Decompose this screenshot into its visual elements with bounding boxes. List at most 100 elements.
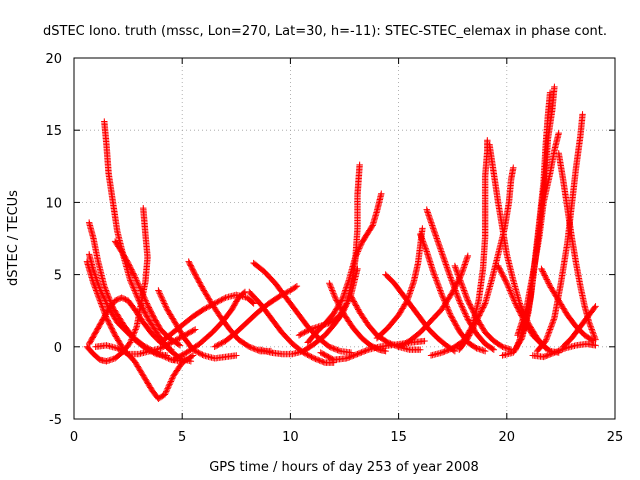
y-tick-label: 0	[54, 341, 62, 356]
plus-marker	[391, 341, 398, 349]
plus-marker	[402, 339, 409, 347]
plus-marker	[158, 352, 165, 359]
plus-marker	[138, 288, 145, 296]
plus-marker	[511, 297, 518, 304]
data-series	[347, 293, 424, 353]
plus-marker	[452, 264, 459, 271]
plus-marker	[136, 284, 143, 291]
plus-marker	[437, 287, 444, 294]
plus-marker	[128, 281, 136, 288]
plus-marker	[466, 330, 474, 338]
plus-marker	[461, 290, 469, 297]
plus-marker	[556, 347, 564, 354]
plus-marker	[449, 315, 456, 323]
plus-marker	[450, 318, 458, 325]
plus-marker	[473, 317, 480, 325]
plus-marker	[586, 320, 593, 327]
plus-marker	[133, 278, 141, 286]
plus-marker	[552, 348, 559, 356]
plus-marker	[134, 280, 142, 287]
plus-marker	[444, 265, 451, 273]
plus-marker	[101, 284, 109, 291]
plus-marker	[348, 352, 356, 360]
plus-marker	[548, 321, 555, 329]
plus-marker	[449, 288, 456, 296]
plus-marker	[351, 351, 358, 359]
plus-marker	[132, 274, 139, 281]
plus-marker	[517, 333, 525, 340]
plus-marker	[457, 277, 464, 284]
plus-marker	[403, 298, 410, 306]
data-series	[512, 89, 554, 353]
plus-marker	[421, 242, 428, 249]
plus-marker	[477, 308, 485, 315]
plus-marker	[505, 284, 512, 291]
plus-marker	[301, 329, 308, 336]
plus-marker	[445, 268, 452, 275]
plus-marker	[204, 303, 212, 311]
plus-marker	[498, 269, 505, 276]
plus-marker	[516, 336, 523, 343]
plus-marker	[471, 320, 479, 327]
plus-marker	[471, 321, 478, 329]
plus-marker	[446, 346, 454, 353]
plus-marker	[214, 342, 221, 349]
plus-marker	[279, 291, 286, 299]
plus-marker	[434, 238, 442, 245]
plus-marker	[284, 288, 291, 296]
plus-marker	[430, 268, 437, 275]
plus-marker	[347, 353, 354, 360]
plus-marker	[590, 332, 598, 339]
plus-marker	[462, 311, 470, 319]
plus-marker	[441, 258, 449, 265]
plus-marker	[110, 329, 117, 336]
plus-marker	[332, 346, 340, 353]
plus-marker	[516, 308, 523, 315]
plus-marker	[541, 272, 548, 279]
plus-marker	[139, 305, 147, 312]
plus-marker	[455, 295, 462, 303]
plus-marker	[141, 295, 149, 303]
plus-marker	[131, 272, 138, 280]
plus-marker	[450, 286, 458, 293]
plus-marker	[462, 291, 469, 299]
plus-marker	[233, 352, 240, 359]
plus-marker	[454, 269, 461, 277]
plus-marker	[116, 346, 124, 353]
plus-marker	[330, 345, 337, 352]
plus-marker	[143, 300, 151, 307]
plus-marker	[553, 348, 561, 355]
plus-marker	[439, 294, 447, 301]
plus-marker	[509, 294, 517, 301]
plus-marker	[403, 339, 410, 346]
plus-marker	[353, 251, 360, 258]
plus-marker	[104, 317, 111, 324]
plus-marker	[133, 291, 140, 299]
data-series	[170, 288, 249, 363]
plus-marker	[163, 304, 170, 312]
plus-marker	[508, 291, 515, 299]
plus-marker	[544, 277, 551, 285]
plus-marker	[440, 255, 448, 262]
plus-marker	[512, 301, 520, 309]
plus-marker	[194, 276, 202, 284]
plus-marker	[160, 343, 167, 350]
plus-marker	[517, 334, 524, 342]
plus-marker	[435, 239, 442, 247]
plus-marker	[331, 293, 338, 300]
plus-marker	[195, 349, 202, 356]
data-series	[250, 259, 355, 356]
plus-marker	[456, 275, 463, 283]
plus-marker	[450, 287, 457, 294]
plus-marker	[453, 323, 461, 331]
plus-marker	[457, 301, 465, 309]
plus-marker	[509, 293, 516, 300]
plus-marker	[451, 262, 459, 270]
plus-marker	[502, 278, 510, 286]
plus-marker	[479, 304, 487, 311]
data-series	[538, 265, 597, 345]
plus-marker	[352, 252, 360, 260]
plus-marker	[441, 256, 448, 264]
plus-marker	[132, 324, 140, 332]
plus-marker	[452, 283, 459, 290]
